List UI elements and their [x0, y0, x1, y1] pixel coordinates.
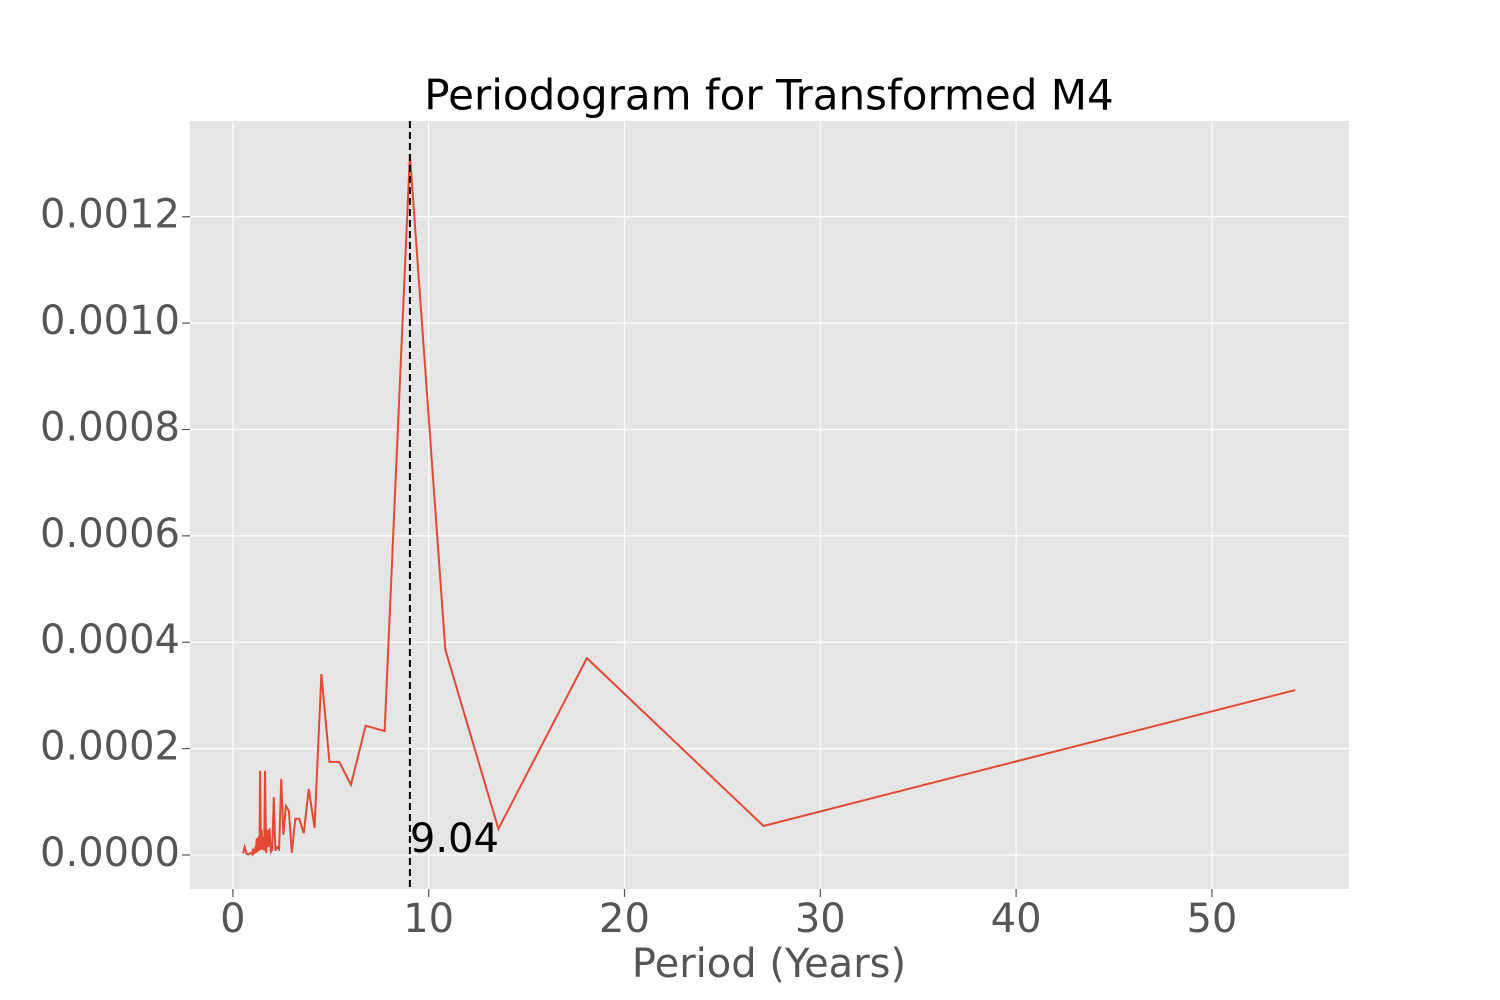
x-tick-label: 30	[795, 896, 846, 942]
y-tick-label: 0.0004	[40, 617, 180, 663]
plot-area	[190, 121, 1349, 889]
y-tick-label: 0.0006	[40, 511, 180, 557]
x-tick-label: 40	[991, 896, 1042, 942]
x-tick-label: 10	[403, 896, 454, 942]
y-tick-label: 0.0008	[40, 404, 180, 450]
data-line	[242, 154, 1296, 857]
peak-annotation: 9.04	[410, 816, 499, 862]
chart-title: Periodogram for Transformed M4	[424, 71, 1113, 120]
y-tick-label: 0.0010	[40, 298, 180, 344]
y-tick-label: 0.0012	[40, 192, 180, 238]
x-tick-label: 0	[220, 896, 245, 942]
y-tick-label: 0.0000	[40, 830, 180, 876]
y-tick-label: 0.0002	[40, 724, 180, 770]
x-tick-label: 20	[599, 896, 650, 942]
x-tick-label: 50	[1186, 896, 1237, 942]
x-axis-label: Period (Years)	[632, 941, 906, 987]
